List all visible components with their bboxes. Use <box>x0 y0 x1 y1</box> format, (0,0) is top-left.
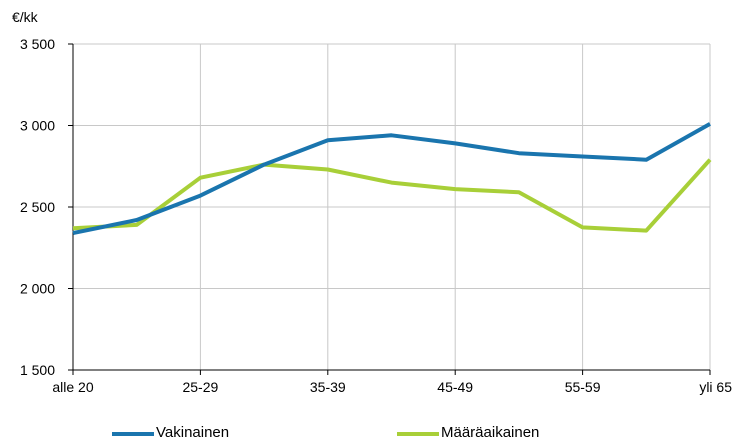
series-line-1 <box>72 122 711 236</box>
axes <box>68 43 711 375</box>
tick-labels: 1 500 2 000 2 500 3 000 3 500 alle 20 25-29 35-… <box>20 36 732 395</box>
y-tick-label: 3 500 <box>20 36 55 52</box>
legend-label-series-2: Määräaikainen <box>441 424 540 441</box>
legend-label-series-1: Vakinainen <box>156 424 230 441</box>
series-lines <box>72 122 712 236</box>
x-tick-label: alle 20 <box>52 379 93 395</box>
legend-swatch-series-1 <box>112 432 154 436</box>
legend-item-series-2: Määräaikainen <box>397 425 539 443</box>
y-tick-label: 2 000 <box>20 281 55 297</box>
x-tick-label: 35-39 <box>310 379 346 395</box>
legend-swatch-series-2 <box>397 432 439 436</box>
y-tick-label: 3 000 <box>20 118 55 134</box>
x-tick-label: yli 65 <box>699 379 732 395</box>
y-tick-label: 1 500 <box>20 362 55 378</box>
x-tick-label: 45-49 <box>437 379 473 395</box>
gridlines <box>73 43 711 370</box>
legend: Vakinainen Määräaikainen <box>0 423 735 441</box>
legend-item-series-1: Vakinainen <box>112 425 229 443</box>
x-tick-label: 55-59 <box>565 379 601 395</box>
y-tick-label: 2 500 <box>20 199 55 215</box>
series-line-2 <box>72 158 712 233</box>
x-tick-label: 25-29 <box>182 379 218 395</box>
y-unit-label: €/kk <box>12 9 39 25</box>
